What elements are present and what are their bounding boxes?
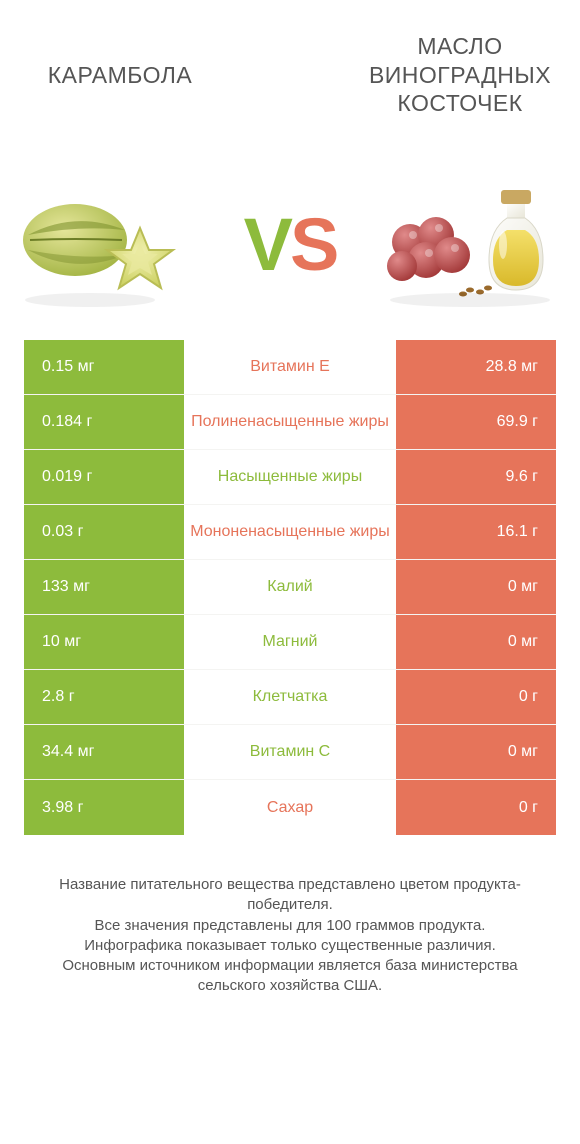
footer-line: Название питательного вещества представл… — [30, 875, 550, 916]
footer-line: Все значения представлены для 100 граммо… — [30, 916, 550, 936]
value-left: 3.98 г — [24, 780, 184, 835]
footer-notes: Название питательного вещества представл… — [0, 835, 580, 997]
value-right: 9.6 г — [396, 450, 556, 504]
nutrient-label: Полиненасыщенные жиры — [184, 395, 396, 449]
vs-label: VS — [244, 208, 337, 282]
value-left: 10 мг — [24, 615, 184, 669]
nutrient-label: Витамин C — [184, 725, 396, 779]
footer-line: Инфографика показывает только существенн… — [30, 936, 550, 956]
nutrient-label: Магний — [184, 615, 396, 669]
table-row: 0.184 гПолиненасыщенные жиры69.9 г — [24, 395, 556, 450]
nutrient-label: Сахар — [184, 780, 396, 835]
value-right: 0 г — [396, 780, 556, 835]
value-left: 34.4 мг — [24, 725, 184, 779]
nutrient-label: Насыщенные жиры — [184, 450, 396, 504]
value-left: 0.03 г — [24, 505, 184, 559]
value-right: 0 мг — [396, 615, 556, 669]
table-row: 2.8 гКлетчатка0 г — [24, 670, 556, 725]
product-left-image — [20, 175, 200, 315]
value-left: 133 мг — [24, 560, 184, 614]
header-right-title: МАСЛОВИНОГРАДНЫХКОСТОЧЕК — [350, 32, 570, 118]
value-right: 0 мг — [396, 560, 556, 614]
table-row: 0.019 гНасыщенные жиры9.6 г — [24, 450, 556, 505]
value-right: 16.1 г — [396, 505, 556, 559]
value-left: 0.184 г — [24, 395, 184, 449]
value-right: 28.8 мг — [396, 340, 556, 394]
images-row: VS — [0, 150, 580, 340]
value-right: 0 мг — [396, 725, 556, 779]
nutrient-label: Витамин E — [184, 340, 396, 394]
value-right: 0 г — [396, 670, 556, 724]
nutrient-label: Калий — [184, 560, 396, 614]
table-row: 0.03 гМононенасыщенные жиры16.1 г — [24, 505, 556, 560]
value-left: 0.019 г — [24, 450, 184, 504]
table-row: 133 мгКалий0 мг — [24, 560, 556, 615]
table-row: 34.4 мгВитамин C0 мг — [24, 725, 556, 780]
header-row: КАРАМБОЛА МАСЛОВИНОГРАДНЫХКОСТОЧЕК — [0, 0, 580, 150]
footer-line: Основным источником информации является … — [30, 956, 550, 997]
value-left: 0.15 мг — [24, 340, 184, 394]
table-row: 3.98 гСахар0 г — [24, 780, 556, 835]
header-left-title: КАРАМБОЛА — [10, 61, 230, 90]
product-right-image — [380, 175, 560, 315]
comparison-table: 0.15 мгВитамин E28.8 мг0.184 гПолиненасы… — [0, 340, 580, 835]
value-right: 69.9 г — [396, 395, 556, 449]
value-left: 2.8 г — [24, 670, 184, 724]
nutrient-label: Мононенасыщенные жиры — [184, 505, 396, 559]
nutrient-label: Клетчатка — [184, 670, 396, 724]
table-row: 10 мгМагний0 мг — [24, 615, 556, 670]
table-row: 0.15 мгВитамин E28.8 мг — [24, 340, 556, 395]
vs-letter-v: V — [244, 208, 290, 282]
vs-letter-s: S — [290, 208, 336, 282]
